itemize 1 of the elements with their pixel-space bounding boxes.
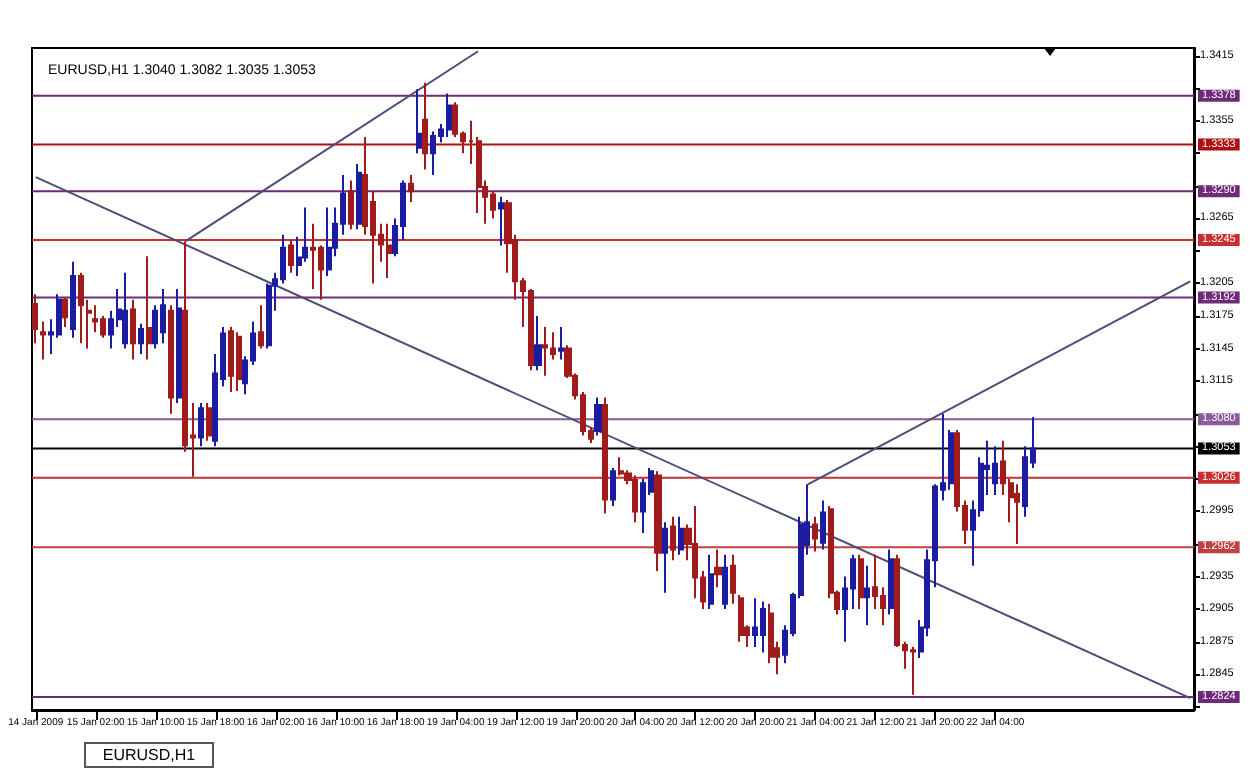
text: EURUSD,H1 [102,746,197,764]
